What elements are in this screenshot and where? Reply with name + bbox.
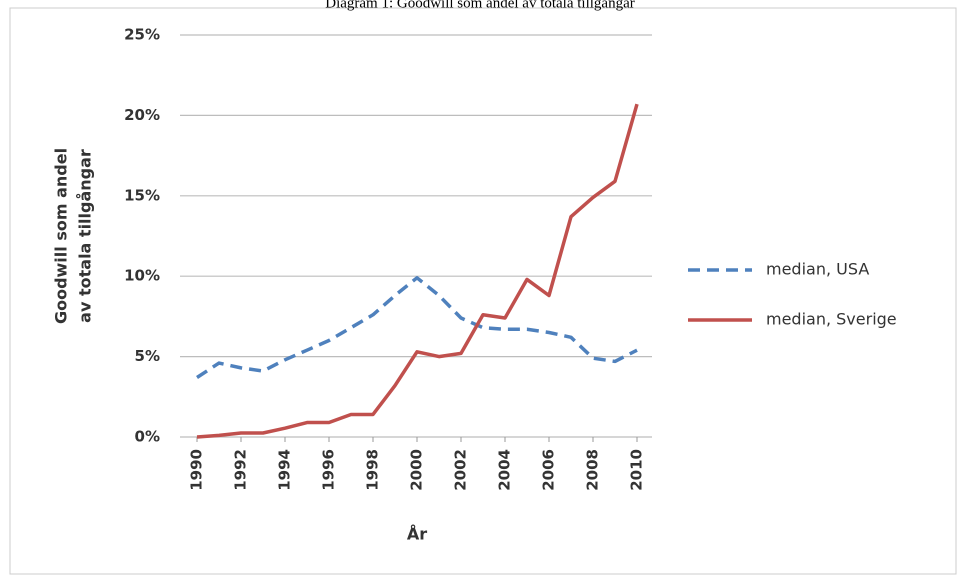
y-tick-label: 15% <box>124 186 160 204</box>
legend-label: median, USA <box>766 260 869 279</box>
x-tick-label: 2006 <box>540 449 558 491</box>
x-tick-label: 2004 <box>496 449 514 491</box>
x-tick-label: 1998 <box>364 449 382 491</box>
x-tick-label: 2002 <box>452 449 470 491</box>
y-tick-label: 20% <box>124 106 160 124</box>
y-tick-label: 5% <box>135 347 160 365</box>
y-tick-label: 0% <box>135 428 160 446</box>
x-tick-label: 1996 <box>320 449 338 491</box>
x-tick-label: 2000 <box>408 449 426 491</box>
x-tick-label: 2008 <box>584 449 602 491</box>
x-tick-label: 1990 <box>188 449 206 491</box>
y-tick-label: 25% <box>124 26 160 44</box>
series-line <box>196 103 639 439</box>
series-line <box>196 276 638 379</box>
x-axis-label: År <box>407 525 427 544</box>
frame <box>9 7 957 575</box>
y-axis-label: av totala tillgångar <box>76 149 95 323</box>
x-tick-label: 1994 <box>276 449 294 491</box>
x-tick-label: 1992 <box>232 449 250 491</box>
chart-title: Diagram 1: Goodwill som andel av totala … <box>325 0 635 11</box>
y-axis-label: Goodwill som andel <box>52 148 71 324</box>
legend-label: median, Sverige <box>766 310 897 329</box>
y-tick-label: 10% <box>124 267 160 285</box>
x-tick-label: 2010 <box>628 449 646 491</box>
